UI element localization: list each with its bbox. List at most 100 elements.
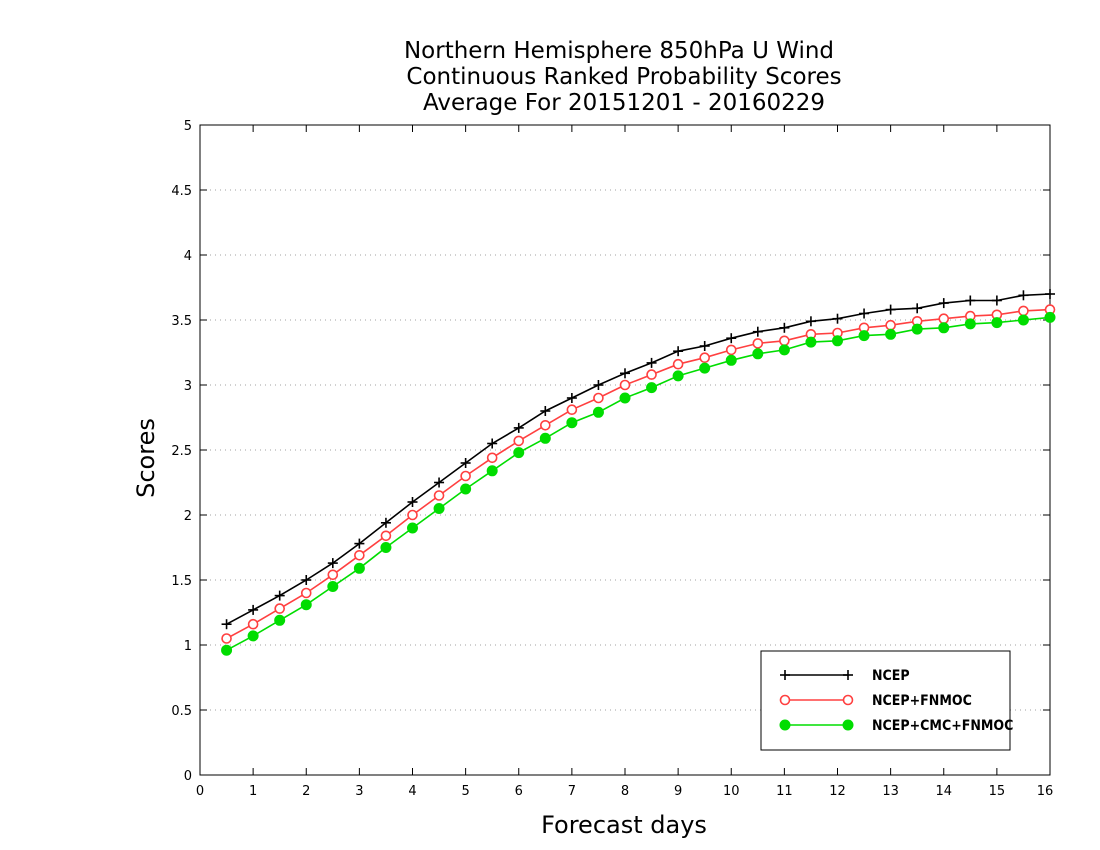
series-2-point-21 — [778, 344, 790, 356]
series-0-point-30 — [1018, 290, 1029, 301]
series-2-point-28 — [964, 318, 976, 330]
series-0-point-26 — [912, 303, 923, 314]
series-1-point-21 — [779, 335, 790, 347]
y-tick-label-0: 0 — [184, 769, 192, 784]
series-1-point-10 — [486, 452, 498, 464]
series-1-point-19 — [725, 344, 737, 356]
x-axis-label: Forecast days — [541, 811, 707, 839]
x-tick-label-3: 3 — [355, 784, 363, 799]
series-1-point-3 — [300, 587, 312, 599]
series-2-point-15 — [619, 392, 631, 404]
x-tick-label-5: 5 — [461, 784, 469, 799]
series-2-point-27 — [938, 322, 950, 334]
y-tick-label-3: 1.5 — [171, 574, 192, 589]
series-0-point-29 — [991, 295, 1002, 306]
series-0-point-31 — [1045, 289, 1055, 299]
series-2-point-8 — [433, 503, 445, 514]
legend-entry-2: NCEP+CMC+FNMOC — [779, 718, 1013, 734]
series-line-1 — [226, 308, 1051, 640]
series-0-point-2 — [274, 590, 285, 601]
series-0-point-24 — [859, 308, 870, 319]
series-0-point-6 — [380, 517, 391, 528]
series-2-point-5 — [353, 562, 365, 574]
x-tick-label-4: 4 — [408, 784, 416, 799]
series-0-point-1 — [248, 604, 259, 615]
series-0-point-12 — [540, 406, 551, 416]
x-tick-label-1: 1 — [249, 784, 257, 799]
series-0-point-17 — [673, 346, 684, 357]
series-0-point-10 — [487, 438, 498, 449]
series-2-point-23 — [832, 335, 843, 347]
x-tick-label-9: 9 — [674, 784, 682, 799]
legend-label-0: NCEP — [872, 668, 910, 684]
series-0-point-11 — [513, 422, 524, 433]
x-tick-label-6: 6 — [515, 784, 523, 799]
series-1-point-14 — [593, 392, 604, 404]
series-1-point-27 — [938, 313, 950, 325]
legend-marker-start-1 — [779, 694, 791, 706]
series-0-point-16 — [646, 357, 657, 368]
legend-marker-end-2 — [842, 719, 854, 731]
y-tick-label-7: 3.5 — [171, 314, 192, 329]
series-0-point-28 — [965, 295, 976, 306]
y-tick-label-10: 5 — [184, 119, 192, 134]
series-0-point-19 — [726, 333, 737, 344]
series-2-point-0 — [221, 644, 233, 656]
series-2-point-13 — [566, 417, 578, 429]
legend-label-1: NCEP+FNMOC — [872, 693, 972, 709]
legend-entry-1: NCEP+FNMOC — [779, 693, 972, 709]
series-2-point-10 — [486, 465, 498, 477]
chart-title: Northern Hemisphere 850hPa U Wind — [404, 38, 834, 64]
x-tick-label-2: 2 — [302, 784, 310, 799]
series-1-point-11 — [513, 435, 525, 447]
series-1-point-12 — [540, 419, 551, 431]
series-0-point-14 — [593, 380, 604, 390]
series-0-point-21 — [779, 322, 790, 333]
x-tick-label-0: 0 — [196, 784, 204, 799]
series-2-point-14 — [592, 406, 604, 418]
series-1-point-30 — [1018, 305, 1029, 317]
legend-label-2: NCEP+CMC+FNMOC — [872, 718, 1013, 734]
series-1-point-0 — [221, 633, 232, 644]
series-layer — [221, 289, 1056, 656]
series-2-point-26 — [911, 323, 923, 335]
x-tick-label-11: 11 — [776, 784, 793, 799]
legend-entry-0: NCEP — [780, 668, 910, 684]
x-tick-label-12: 12 — [829, 784, 846, 799]
series-2-point-29 — [991, 317, 1003, 329]
axes: 00.511.522.533.544.550 1 2 3 4 5 6 7 8 9 10 11 12 13 1… — [171, 119, 1053, 799]
series-0-point-22 — [805, 316, 816, 327]
y-tick-label-6: 3 — [184, 379, 192, 394]
x-tick-label-10: 10 — [723, 784, 740, 799]
x-tick-label-8: 8 — [621, 784, 629, 799]
y-tick-label-2: 1 — [184, 639, 192, 654]
series-2-point-4 — [327, 581, 339, 592]
series-0-point-27 — [938, 298, 949, 309]
series-2-point-1 — [247, 630, 259, 642]
series-2-point-20 — [752, 348, 764, 360]
series-2-point-12 — [539, 432, 551, 444]
series-0-point-7 — [407, 497, 418, 507]
series-0-point-20 — [752, 326, 763, 337]
series-0-point-18 — [699, 341, 710, 351]
x-tick-label-13: 13 — [882, 784, 899, 799]
series-0-point-15 — [620, 368, 630, 379]
legend-marker-end-1 — [842, 694, 854, 706]
series-1-point-25 — [885, 319, 896, 331]
y-tick-label-9: 4.5 — [171, 184, 192, 199]
x-tick-label-16: 16 — [1037, 784, 1054, 799]
series-2-point-31 — [1044, 311, 1056, 323]
series-0 — [221, 289, 1055, 630]
series-2-point-19 — [725, 354, 737, 366]
y-tick-label-1: 0.5 — [171, 704, 192, 719]
series-1 — [221, 304, 1056, 644]
series-2-point-11 — [513, 447, 525, 459]
series-1-point-8 — [433, 490, 445, 501]
legend-marker-end-0 — [843, 670, 853, 680]
series-2-point-18 — [699, 362, 711, 374]
series-1-point-7 — [407, 509, 418, 521]
legend: NCEP NCEP+FNMOC NCEP+CMC+FNMOC — [760, 650, 1013, 751]
series-0-point-25 — [885, 304, 896, 315]
chart-subtitle: Continuous Ranked Probability Scores — [406, 64, 841, 90]
series-2-point-7 — [407, 522, 418, 534]
